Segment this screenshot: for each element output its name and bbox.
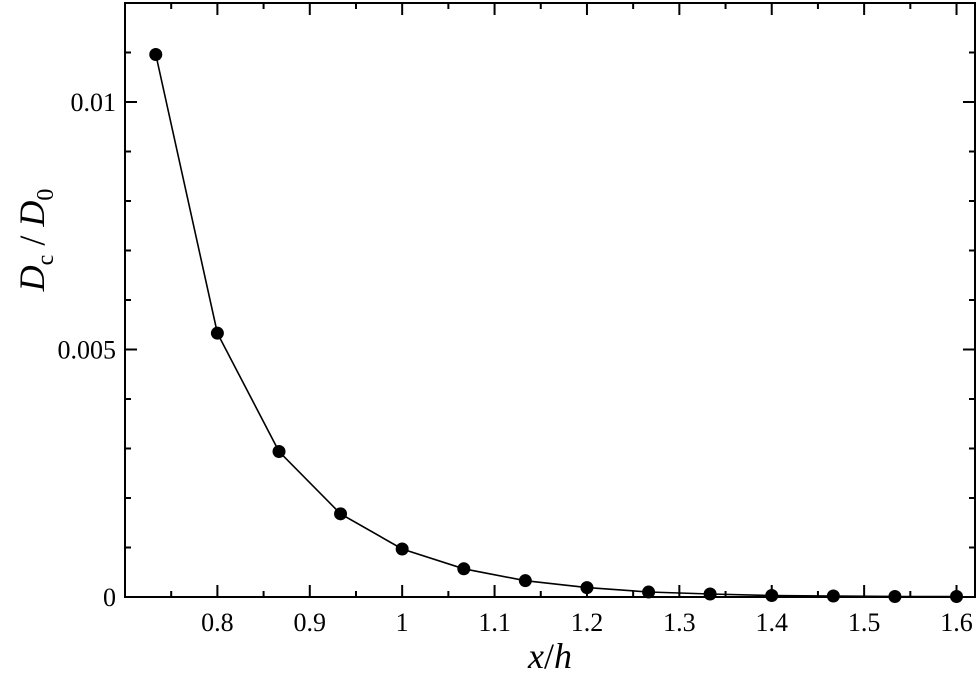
data-point [334,507,348,521]
series-line [155,54,957,598]
data-point [395,542,409,556]
series-layer [149,47,964,604]
major-ticks [125,3,975,598]
data-point [210,326,224,340]
data-point [457,562,471,576]
x-tick-label: 1.2 [571,608,604,637]
y-axis-title: Dc / D0 [12,189,59,293]
x-tick-label: 1.3 [663,608,696,637]
data-point [272,444,286,458]
tick-labels: 0.8 0.9 1 1.1 1.2 1.3 1.4 1.5 1.6 0 0.005 0.01 [58,88,973,637]
data-point [642,585,656,599]
data-point [703,587,717,601]
x-tick-label: 1.5 [848,608,881,637]
minor-ticks [124,2,975,597]
x-tick-label: 0.9 [294,608,327,637]
x-axis-title: x/h [527,636,572,675]
data-point [765,589,779,603]
x-tick-label: 1 [396,608,409,637]
x-tick-label: 1.4 [755,608,788,637]
plot-frame [124,2,976,598]
x-tick-label: 1.6 [940,608,973,637]
data-point [149,47,163,61]
y-tick-label: 0 [103,583,116,612]
y-tick-label: 0.005 [58,336,117,365]
x-tick-label: 0.8 [201,608,234,637]
data-point [518,574,532,588]
y-tick-label: 0.01 [71,88,117,117]
x-tick-label: 1.1 [478,608,511,637]
data-point [580,581,594,595]
